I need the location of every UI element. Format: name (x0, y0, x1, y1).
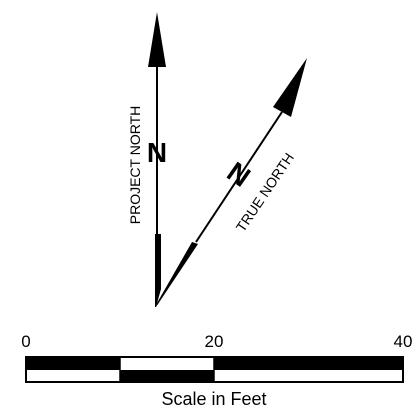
scale-caption: Scale in Feet (161, 389, 266, 409)
scale-segment-bottom-3 (214, 370, 403, 382)
project-north-label: PROJECT NORTH (127, 106, 143, 225)
project-north-arrow: N PROJECT NORTH (127, 12, 167, 307)
true-north-n-letter: N (222, 156, 256, 193)
project-north-arrowhead (148, 12, 166, 67)
scale-segment-top-2 (120, 357, 214, 370)
project-north-n-letter: N (147, 137, 167, 168)
true-north-shaft (195, 111, 283, 243)
true-north-tail (156, 242, 198, 307)
scale-segment-top-3 (214, 357, 403, 370)
scale-tick-label-0: 0 (21, 332, 30, 351)
scale-segment-bottom-2 (120, 370, 214, 382)
true-north-arrow: N TRUE NORTH (156, 58, 307, 307)
scale-tick-label-40: 40 (394, 332, 413, 351)
scale-segment-top-1 (26, 357, 120, 370)
true-north-arrowhead (273, 58, 307, 117)
scale-bar: 0 20 40 Scale in Feet (21, 332, 412, 409)
scale-tick-label-20: 20 (205, 332, 224, 351)
scale-segment-bottom-1 (26, 370, 120, 382)
project-north-tail (155, 234, 161, 307)
